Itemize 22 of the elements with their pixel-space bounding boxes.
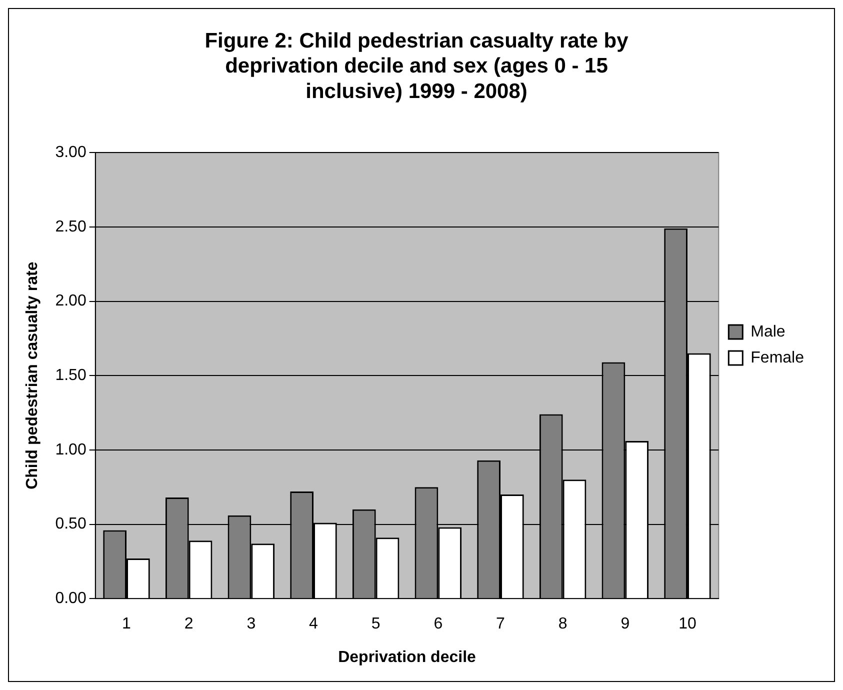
y-tick-label: 2.00 xyxy=(55,292,86,310)
x-tick-label: 5 xyxy=(371,616,380,633)
y-tick-label: 1.50 xyxy=(55,367,86,384)
x-tick-label: 3 xyxy=(246,616,256,633)
y-tick-label: 2.50 xyxy=(55,218,86,236)
x-tick-label: 4 xyxy=(309,616,318,633)
y-tick-label: 3.00 xyxy=(55,144,86,162)
x-tick-label: 2 xyxy=(184,616,194,633)
x-tick-label: 10 xyxy=(678,616,696,633)
x-tick-label: 8 xyxy=(558,616,568,633)
x-tick-label: 6 xyxy=(434,616,443,633)
y-tick-label: 0.50 xyxy=(55,516,86,533)
legend-label: Male xyxy=(750,323,786,340)
x-tick-label: 7 xyxy=(496,616,506,633)
y-tick-label: 1.00 xyxy=(55,441,86,458)
x-tick-label: 9 xyxy=(620,616,630,633)
chart-title: Figure 2: Child pedestrian casualty rate by deprivation decile and sex (ages 0 - 15 inclusive) 1999 - 2008) xyxy=(204,29,629,103)
legend-label: Female xyxy=(750,349,804,366)
y-axis-title: Child pedestrian casualty rate xyxy=(24,262,42,490)
y-tick-label: 0.00 xyxy=(55,590,86,608)
x-axis-title: Deprivation decile xyxy=(338,648,476,666)
x-tick-label: 1 xyxy=(122,616,132,633)
